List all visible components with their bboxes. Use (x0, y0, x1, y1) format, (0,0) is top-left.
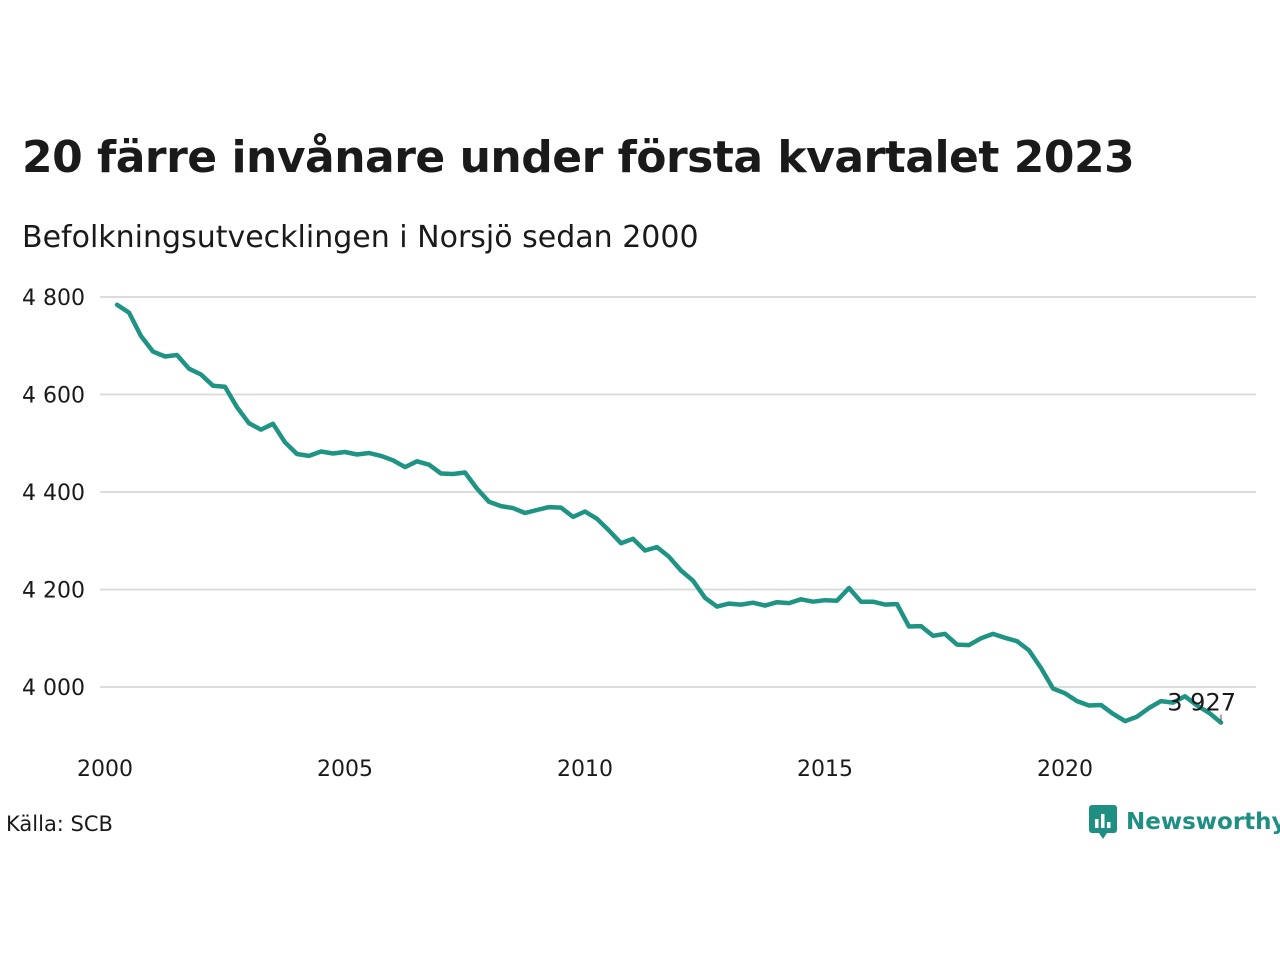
population-line (114, 302, 1224, 725)
gridlines (100, 296, 1256, 688)
x-tick-label: 2015 (797, 757, 853, 782)
y-tick-label: 4 200 (22, 579, 85, 604)
x-tick-label: 2000 (77, 757, 133, 782)
x-tick-label: 2010 (557, 757, 613, 782)
x-tick-label: 2020 (1037, 757, 1093, 782)
y-tick-label: 4 800 (22, 286, 85, 311)
end-value-label: 3 927 (1167, 689, 1236, 717)
newsworthy-brand[interactable]: Newsworthy (1088, 804, 1280, 840)
brand-name: Newsworthy (1126, 809, 1280, 835)
newsworthy-logo-icon (1089, 805, 1117, 839)
y-tick-label: 4 600 (22, 384, 85, 409)
chart-title: 20 färre invånare under första kvartalet… (22, 132, 1135, 183)
y-tick-label: 4 400 (22, 481, 85, 506)
y-axis-ticks: 4 000 4 200 4 400 4 600 4 800 (22, 286, 85, 701)
y-tick-label: 4 000 (22, 676, 85, 701)
x-axis-ticks: 2000 2005 2010 2015 2020 (77, 757, 1093, 782)
source-note: Källa: SCB (6, 812, 113, 836)
x-tick-label: 2005 (317, 757, 373, 782)
chart-subtitle: Befolkningsutvecklingen i Norsjö sedan 2… (22, 220, 699, 255)
